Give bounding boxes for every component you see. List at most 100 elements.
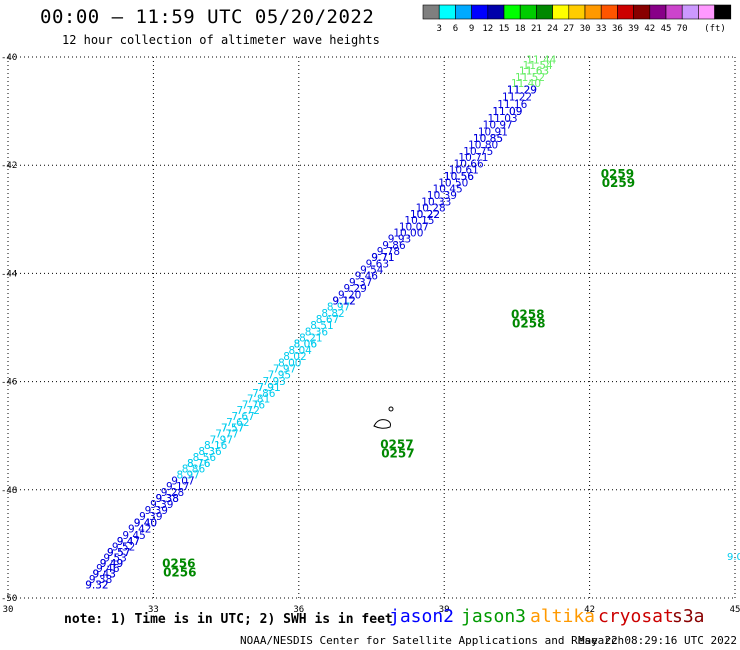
swh-label: 7.95 [268,370,291,382]
swh-label: 9.38 [156,493,179,505]
legend-label: 12 [482,24,493,34]
legend-unit: (ft) [704,24,726,34]
lat-tick-label: -46 [1,378,17,388]
satellite-name-s3a: s3a [672,606,705,627]
swh-label: 11.52 [515,72,545,84]
swh-label: 9.78 [377,246,400,258]
swh-label: 8.04 [288,345,312,357]
swh-label: 10.33 [421,196,451,208]
legend-label: 6 [453,24,458,34]
lat-tick-label: -44 [1,269,17,279]
swh-label: 8.16 [204,440,228,452]
swh-label: 8.97 [327,302,350,314]
swh-label: 8.56 [193,452,217,464]
jason2-track: 9.329.389.439.469.499.539.579.529.479.45… [85,55,556,592]
lat-tick-label: -50 [1,594,17,604]
swh-label: 11.09 [492,106,522,118]
legend-swatch [714,4,732,20]
swh-label: 11.29 [507,84,537,96]
legend-label: 3 [436,24,441,34]
swh-label: 7.97 [210,434,233,446]
lon-tick-label: 36 [293,605,304,615]
swh-label: 10.56 [444,171,474,183]
swh-label: 9.12 [332,295,355,307]
swh-label: 7.97 [273,363,296,375]
swh-label: 9.17 [166,481,189,493]
swh-label: 10.56 [444,171,474,183]
swh-label: 9.63 [366,258,389,270]
swh-label: 10.45 [433,184,463,196]
swh-label: 9.38 [89,574,112,586]
lon-tick-label: 30 [3,605,14,615]
legend-label: 30 [580,24,591,34]
swh-label: 9.28 [161,487,184,499]
page-subtitle: 12 hour collection of altimeter wave hei… [62,33,380,47]
footer-credit: NOAA/NESDIS Center for Satellite Applica… [240,634,625,647]
island-outline [373,419,391,429]
page-title: 00:00 – 11:59 UTC 05/20/2022 [40,6,375,28]
swh-label: 10.66 [454,158,484,170]
swh-label: 10.80 [468,139,498,151]
swh-label: 9.20 [338,289,361,301]
jason3-pass-label: 0257 [381,446,414,460]
legend-label: 42 [644,24,655,34]
swh-label: 9.54 [360,265,384,277]
jason3-pass-label: 0256 [162,556,195,570]
swh-label: 9.49 [100,558,123,570]
jason3-pass-label: 0258 [512,317,545,331]
swh-label: 10.07 [399,221,429,233]
swh-label: 8.02 [283,351,306,363]
swh-label: 7.81 [247,394,270,406]
swh-label: 9.32 [85,579,108,591]
footer-timestamp: May 22 08:29:16 UTC 2022 [578,634,737,647]
swh-label: 9.38 [156,493,179,505]
swh-label: 9.45 [122,530,145,542]
swh-label: 10.97 [483,120,513,132]
swh-label: 11.63 [519,66,549,78]
swh-label: 9.29 [343,283,366,295]
jason3-pass-label: 0257 [380,437,413,451]
lat-tick-label: -48 [1,486,17,496]
swh-label: 10.22 [410,209,440,221]
swh-label: 10.91 [478,126,508,138]
swh-label: 10.50 [438,177,468,189]
satellite-name-jason3: jason3 [461,606,527,627]
swh-label: 8.36 [198,446,222,458]
swh-label: 7.72 [237,405,260,417]
swh-label: 7.91 [257,382,280,394]
swh-label: 10.75 [463,146,493,158]
swh-label: 9.46 [355,271,379,283]
swh-label: 10.61 [449,165,479,177]
swh-label: 10.00 [393,227,423,239]
swh-label: 9.37 [349,277,372,289]
lon-tick-label: 45 [730,605,740,615]
swh-label: 7.86 [252,388,276,400]
swh-label: 9.49 [100,558,123,570]
swh-label: 11.09 [492,106,522,118]
swh-label: 8.00 [278,357,301,369]
swh-label: 9.43 [93,569,116,581]
swh-label: 11.40 [511,78,541,90]
swh-label: 8.76 [187,458,211,470]
swh-label: 9.32 [85,579,108,591]
swh-label: 7.67 [231,411,254,423]
swh-label: 9.71 [371,252,394,264]
swh-label: 11.54 [523,60,553,72]
swh-label: 10.85 [473,133,503,145]
swh-label: 8.21 [299,333,322,345]
swh-label: 9.40 [134,517,157,529]
swh-label: 9.93 [388,234,411,246]
swh-label: 8.06 [294,339,318,351]
swh-label: 11.22 [502,92,532,104]
swh-label: 8.36 [305,326,329,338]
swh-label: 10.39 [427,190,457,202]
swh-label: 9.47 [117,536,140,548]
legend-label: 15 [499,24,510,34]
swh-label: 9.57 [107,547,130,559]
jason3-pass-label: 0259 [601,167,634,181]
legend-label: 9 [469,24,474,34]
swh-label: 9.57 [107,547,130,559]
lon-tick-label: 33 [148,605,159,615]
swh-label: 8.82 [321,308,344,320]
